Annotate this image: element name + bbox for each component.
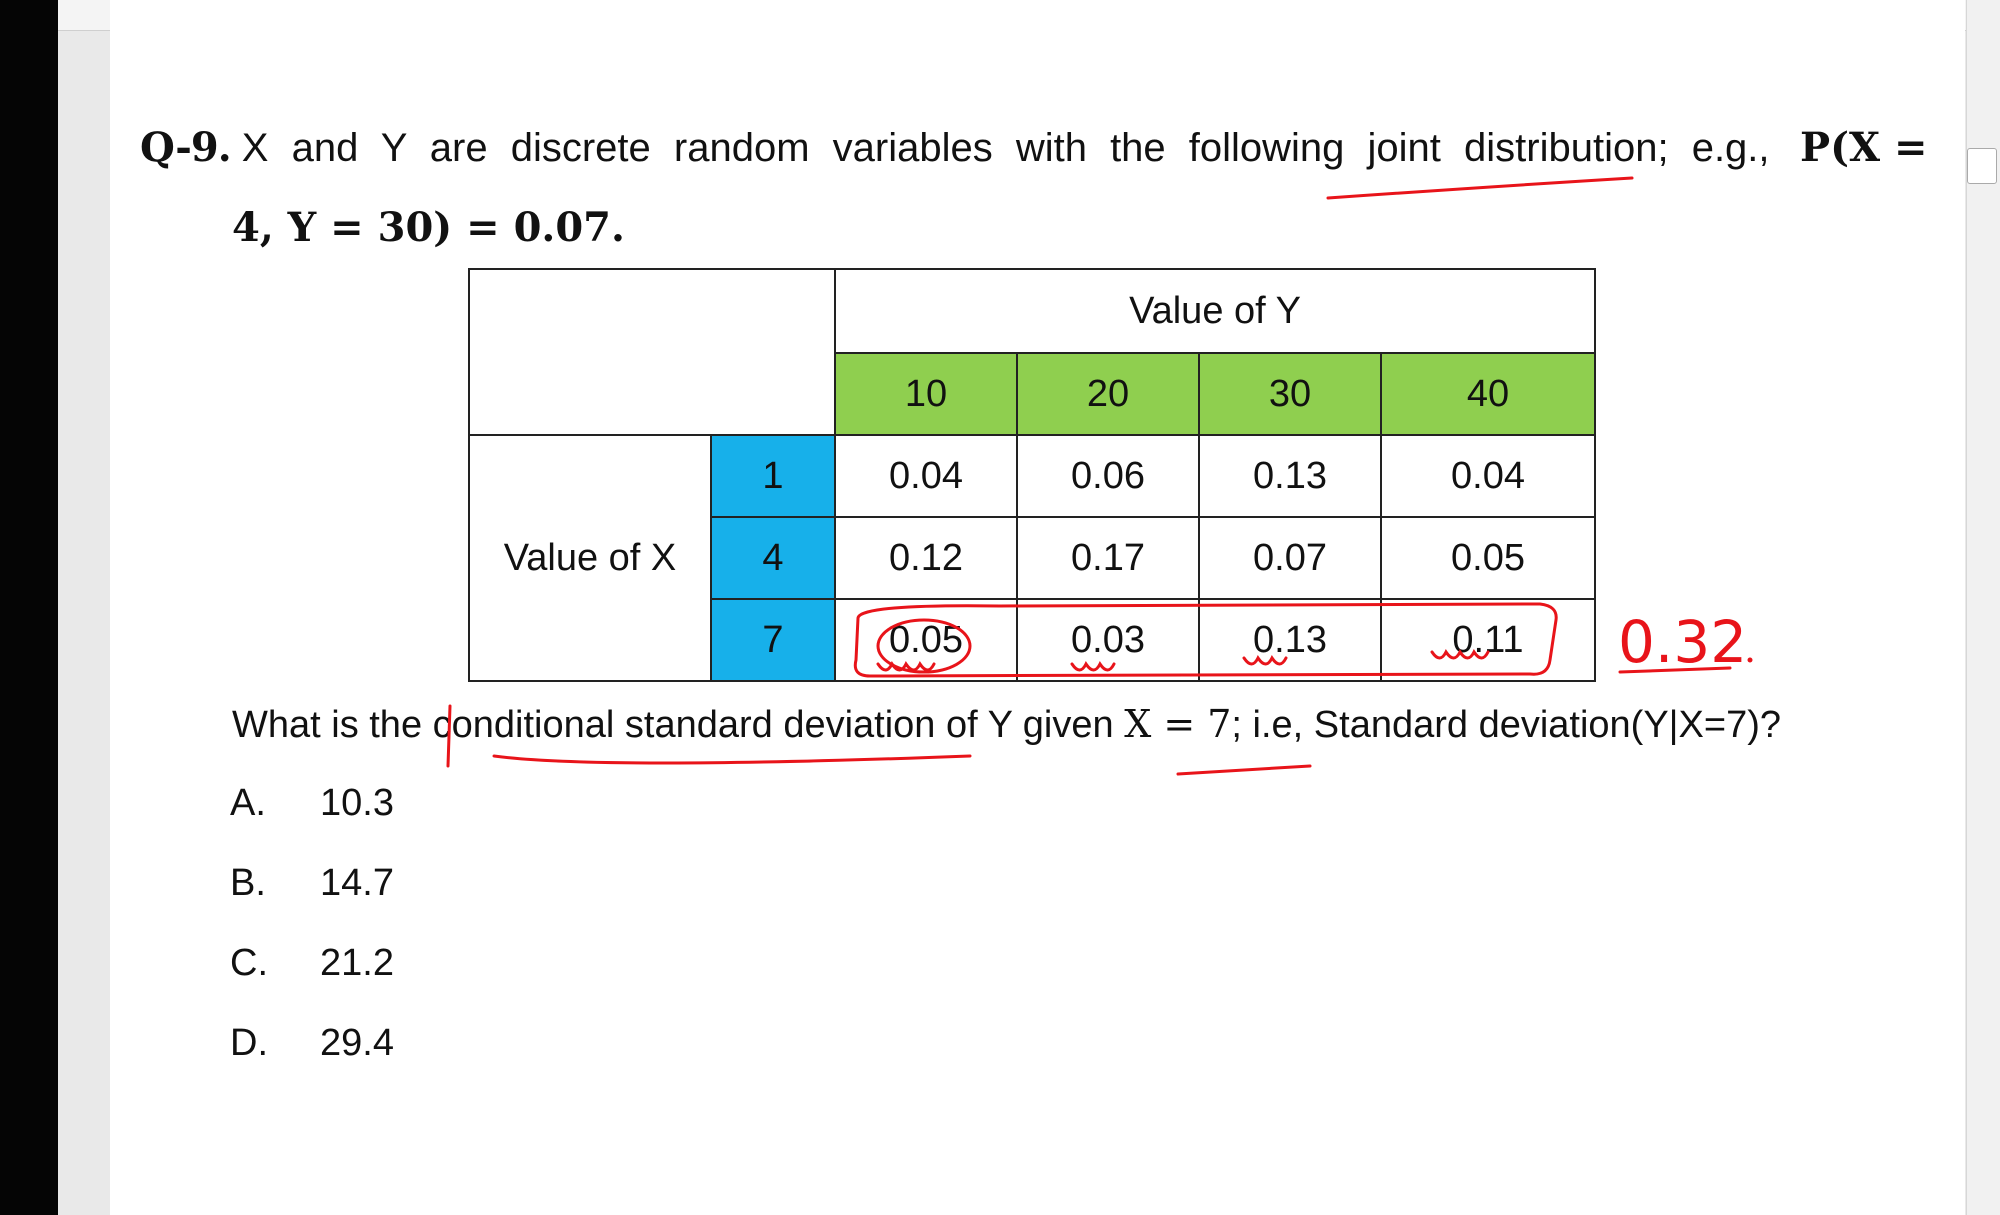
table-corner-cell [468, 268, 836, 436]
choice-value: 14.7 [320, 862, 394, 904]
question-text: X and Y are discrete random variables wi… [241, 126, 1770, 170]
probability-cell: 0.03 [1016, 598, 1200, 682]
x-value-cell: 7 [710, 598, 836, 682]
probability-cell: 0.11 [1380, 598, 1596, 682]
squiggle-2 [1070, 661, 1116, 672]
underline-conditional-sd [492, 754, 972, 765]
squiggle-3 [1242, 655, 1288, 666]
probability-cell: 0.05 [1380, 516, 1596, 600]
scrollbar-thumb[interactable] [1967, 148, 1997, 184]
probability-cell: 0.06 [1016, 434, 1200, 518]
y-value-cell: 40 [1380, 352, 1596, 436]
probability-cell: 0.17 [1016, 516, 1200, 600]
squiggle-4 [1430, 649, 1490, 660]
underline-x-equals-7 [1176, 764, 1312, 776]
prompt-key-phrase: conditional standard deviation [432, 704, 936, 746]
joint-distribution-table: Value of Y 10 20 30 40 Value of X 1 0.04… [468, 268, 1596, 682]
choice-letter: B. [230, 862, 266, 904]
choice-d: D. 29.4 [230, 1022, 394, 1065]
y-header-cell: Value of Y [834, 268, 1596, 354]
choice-letter: C. [230, 942, 268, 984]
choice-value: 21.2 [320, 942, 394, 984]
circle-0-05 [876, 618, 972, 674]
probability-cell: 0.04 [1380, 434, 1596, 518]
choice-letter: D. [230, 1022, 268, 1064]
handwritten-dot [1747, 657, 1753, 663]
choice-value: 10.3 [320, 782, 394, 824]
vertical-scrollbar[interactable] [1966, 0, 2000, 1215]
y-value-cell: 10 [834, 352, 1018, 436]
question-line-1: Q-9. X and Y are discrete random variabl… [140, 124, 1770, 171]
probability-cell: 0.07 [1198, 516, 1382, 600]
question-number: Q-9. [140, 124, 232, 171]
prompt-math: X = 7 [1124, 702, 1232, 746]
prompt-prefix: What is the [232, 704, 423, 746]
x-value-cell: 4 [710, 516, 836, 600]
choice-value: 29.4 [320, 1022, 394, 1064]
probability-cell: 0.04 [834, 434, 1018, 518]
math-inline-end: P(X = [1800, 124, 1928, 171]
handwritten-sum: 0.32 [1618, 608, 1747, 676]
x-header-cell: Value of X [468, 434, 712, 682]
underline-joint-distribution [1326, 176, 1634, 200]
choice-c: C. 21.2 [230, 942, 394, 985]
y-value-cell: 20 [1016, 352, 1200, 436]
choice-a: A. 10.3 [230, 782, 394, 825]
cursor-mark [446, 704, 452, 768]
choice-b: B. 14.7 [230, 862, 394, 905]
prompt-suffix: ; i.e, Standard deviation(Y|X=7)? [1231, 704, 1782, 746]
underline-sum [1618, 666, 1732, 674]
math-example: 4, Y = 30) = 0.07. [232, 204, 625, 251]
probability-cell: 0.13 [1198, 434, 1382, 518]
prompt-mid: of Y given [946, 704, 1114, 746]
prompt-line: What is the conditional standard deviati… [232, 702, 1781, 747]
box-row-7 [853, 602, 1558, 678]
y-value-cell: 30 [1198, 352, 1382, 436]
probability-cell: 0.13 [1198, 598, 1382, 682]
probability-cell: 0.12 [834, 516, 1018, 600]
x-value-cell: 1 [710, 434, 836, 518]
left-edge [0, 0, 58, 1215]
choice-letter: A. [230, 782, 266, 824]
squiggle-1 [876, 661, 936, 672]
